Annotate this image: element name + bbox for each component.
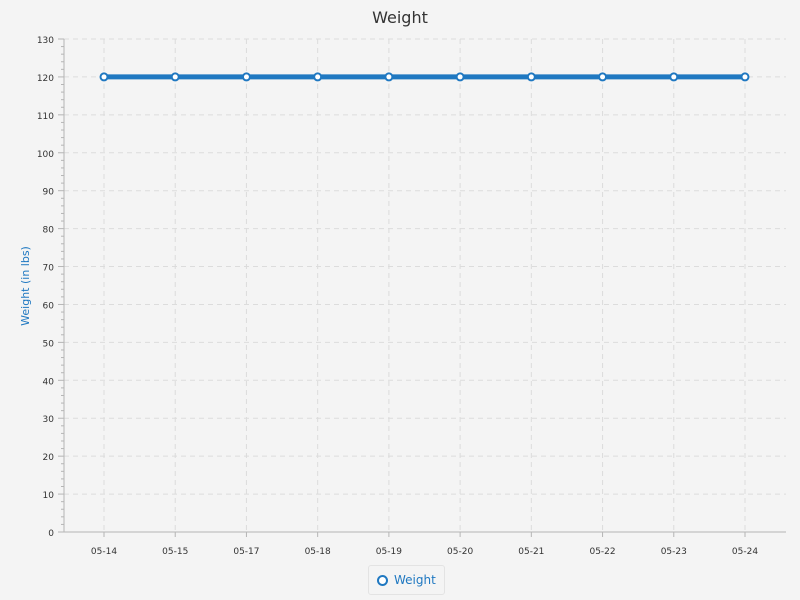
x-tick-label: 05-18 bbox=[305, 547, 331, 557]
y-tick-label: 30 bbox=[43, 415, 55, 425]
y-tick-label: 60 bbox=[43, 301, 55, 311]
y-tick-label: 90 bbox=[43, 188, 55, 198]
x-tick-label: 05-19 bbox=[376, 547, 402, 557]
data-point bbox=[384, 72, 394, 82]
x-tick-label: 05-22 bbox=[589, 547, 615, 557]
y-tick-label: 130 bbox=[37, 36, 54, 46]
x-tick-label: 05-20 bbox=[447, 547, 473, 557]
x-tick-label: 05-17 bbox=[233, 547, 259, 557]
data-point bbox=[170, 72, 180, 82]
y-tick-label: 0 bbox=[48, 529, 54, 539]
x-tick-label: 05-21 bbox=[518, 547, 544, 557]
data-point bbox=[455, 72, 465, 82]
y-tick-label: 20 bbox=[43, 453, 55, 463]
data-point bbox=[313, 72, 323, 82]
legend-symbol-icon bbox=[377, 574, 388, 586]
x-tick-label: 05-15 bbox=[162, 547, 188, 557]
series-layer bbox=[99, 72, 750, 82]
y-tick-label: 50 bbox=[43, 339, 55, 349]
chart-title: Weight bbox=[372, 8, 428, 27]
data-point bbox=[99, 72, 109, 82]
y-tick-label: 10 bbox=[43, 491, 55, 501]
x-tick-label: 05-24 bbox=[732, 547, 758, 557]
y-tick-label: 70 bbox=[43, 264, 55, 274]
data-point bbox=[241, 72, 251, 82]
grid-lines bbox=[64, 38, 786, 532]
x-tick-label: 05-23 bbox=[661, 547, 687, 557]
y-tick-label: 80 bbox=[43, 226, 55, 236]
data-point bbox=[598, 72, 608, 82]
y-tick-label: 110 bbox=[37, 112, 54, 122]
legend-label: Weight bbox=[394, 573, 436, 587]
data-point bbox=[669, 72, 679, 82]
x-tick-label: 05-14 bbox=[91, 547, 117, 557]
data-point bbox=[526, 72, 536, 82]
y-axis-label: Weight (in lbs) bbox=[19, 246, 32, 326]
y-tick-label: 40 bbox=[43, 377, 55, 387]
y-tick-label: 100 bbox=[37, 150, 54, 160]
legend: Weight bbox=[368, 565, 445, 595]
data-point bbox=[740, 72, 750, 82]
y-tick-label: 120 bbox=[37, 74, 54, 84]
axes: 0 10 20 30 40 50 60 70 80 90 100 110 120 130 05-14 05-1… bbox=[37, 36, 786, 557]
